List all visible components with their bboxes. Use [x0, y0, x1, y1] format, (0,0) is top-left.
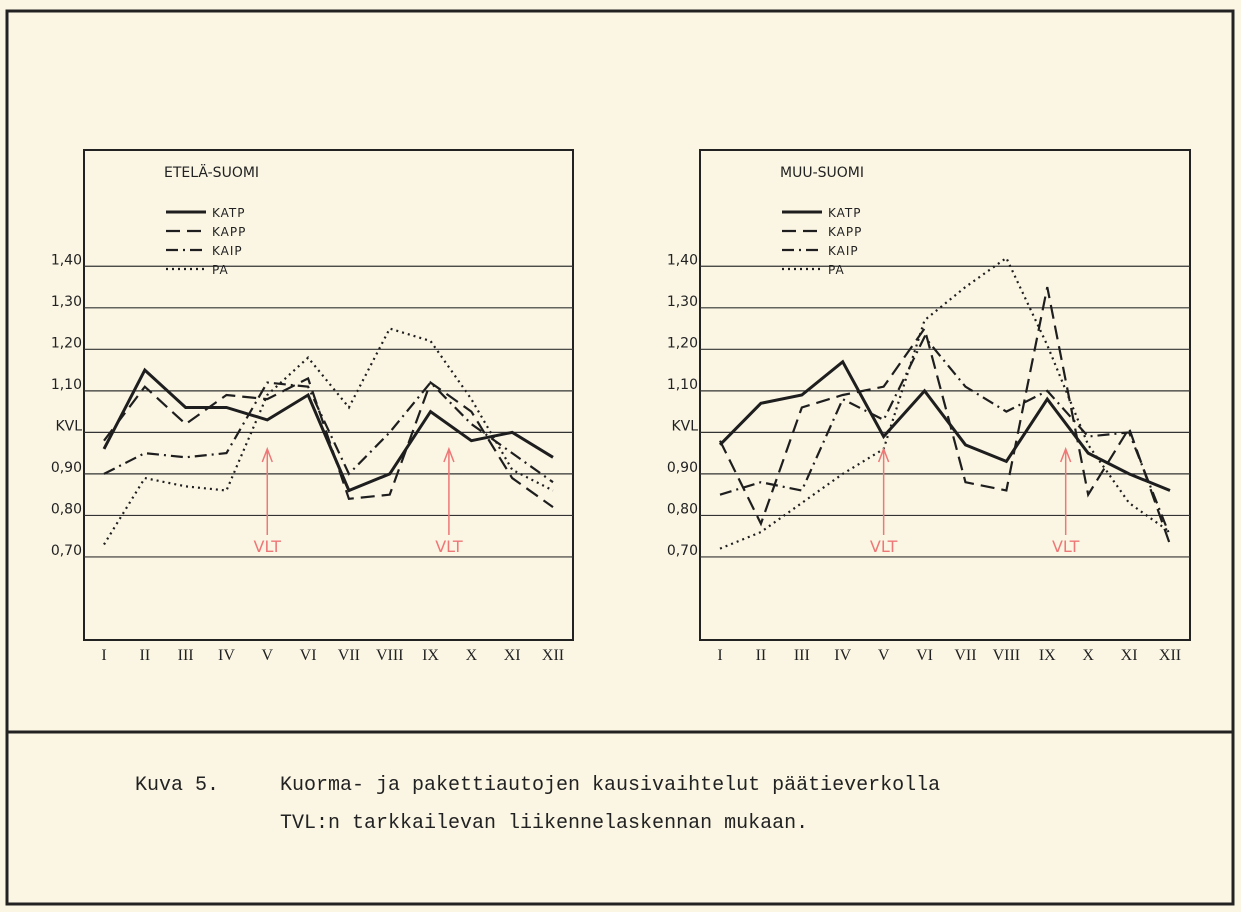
y-tick-label: 1,10 [51, 377, 82, 393]
caption-line: Kuorma- ja pakettiautojen kausivaihtelut… [280, 774, 940, 797]
x-tick-label: VI [916, 647, 933, 664]
plot-frame [699, 149, 1191, 641]
chart-title: ETELÄ-SUOMI [164, 163, 259, 181]
x-tick-label: VIII [993, 647, 1021, 664]
y-tick-label: 1,20 [51, 335, 82, 351]
legend-label: KAPP [212, 225, 246, 239]
y-tick-label: KVL [671, 418, 698, 434]
y-tick-label: 0,80 [51, 501, 82, 517]
x-tick-label: VI [300, 647, 317, 664]
y-tick-label: 1,30 [667, 294, 698, 310]
y-tick-label: KVL [55, 418, 82, 434]
x-tick-label: I [101, 647, 106, 664]
x-tick-label: II [139, 647, 150, 664]
frame [5, 9, 1235, 906]
x-tick-label: X [466, 647, 478, 664]
legend-label: KAIP [828, 244, 859, 258]
y-tick-label: 0,80 [667, 501, 698, 517]
annotation: VLT [435, 537, 463, 556]
x-tick-label: III [178, 647, 194, 664]
x-tick-label: VIII [376, 647, 404, 664]
x-tick-label: V [878, 647, 890, 664]
x-tick-label: XI [1121, 647, 1138, 664]
x-tick-label: XI [504, 647, 521, 664]
x-tick-label: IV [834, 647, 851, 664]
x-tick-label: X [1082, 647, 1094, 664]
y-tick-label: 0,70 [667, 543, 698, 559]
y-tick-label: 1,40 [667, 252, 698, 268]
annotation: VLT [870, 537, 898, 556]
series-line [719, 334, 1172, 537]
series-line [103, 327, 554, 546]
x-tick-label: IX [1039, 647, 1056, 664]
annotation: VLT [1052, 537, 1080, 556]
series-line [103, 376, 554, 509]
arrow-head [443, 446, 455, 463]
arrow-head [1059, 446, 1072, 463]
x-tick-label: XII [542, 647, 564, 664]
y-tick-label: 1,20 [667, 335, 698, 351]
x-tick-label: III [794, 647, 810, 664]
annotation: VLT [254, 537, 282, 556]
x-tick-label: I [717, 647, 722, 664]
legend-label: KAIP [212, 244, 243, 258]
x-tick-label: VII [338, 647, 360, 664]
legend-label: KATP [828, 206, 862, 220]
y-tick-label: 1,10 [667, 377, 698, 393]
x-tick-label: VII [954, 647, 976, 664]
x-tick-label: II [756, 647, 767, 664]
y-tick-label: 0,90 [667, 460, 698, 476]
legend-label: KATP [212, 206, 246, 220]
legend-label: KAPP [828, 225, 862, 239]
series-line [719, 286, 1172, 545]
legend-label: PA [828, 263, 845, 277]
y-tick-label: 0,90 [51, 460, 82, 476]
series-line [103, 380, 554, 484]
x-tick-label: IX [422, 647, 439, 664]
arrow-head [877, 446, 890, 463]
arrow-head [261, 446, 273, 463]
x-tick-label: V [261, 647, 273, 664]
caption-label: Kuva 5. [135, 774, 219, 797]
y-tick-label: 1,30 [51, 294, 82, 310]
series-line [719, 256, 1171, 550]
legend-label: PA [212, 263, 229, 277]
y-tick-label: 0,70 [51, 543, 82, 559]
series-line [102, 367, 554, 493]
x-tick-label: IV [218, 647, 235, 664]
plot-frame [83, 149, 574, 641]
x-tick-label: XII [1159, 647, 1181, 664]
chart-title: MUU-SUOMI [780, 165, 864, 181]
series-line [718, 359, 1171, 492]
y-tick-label: 1,40 [51, 252, 82, 268]
caption-line: TVL:n tarkkailevan liikennelaskennan muk… [280, 812, 808, 835]
